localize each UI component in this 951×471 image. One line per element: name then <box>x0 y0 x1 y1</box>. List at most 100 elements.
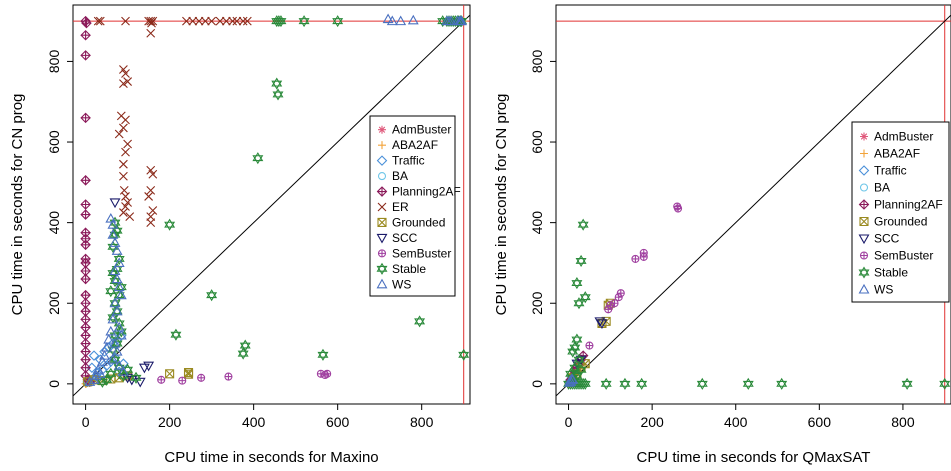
data-point <box>569 361 581 374</box>
legend-label-admbuster: AdmBuster <box>392 123 451 137</box>
data-point <box>275 15 287 28</box>
legend-marker-traffic <box>376 155 388 166</box>
y-tick-label: 600 <box>529 130 545 154</box>
data-point <box>228 16 238 26</box>
data-point <box>123 198 133 207</box>
chart-panel-1: 0 200 400 600 800 0 200 400 600 800 CPU time in se… <box>9 4 471 466</box>
legend-marker-scc <box>376 233 388 244</box>
data-point <box>109 198 121 209</box>
series-ws <box>84 13 468 386</box>
data-point <box>121 16 130 26</box>
legend-label-planning2af: Planning2AF <box>392 185 461 199</box>
legend-label-admbuster: AdmBuster <box>874 130 933 144</box>
data-point <box>88 350 100 361</box>
plot-frame <box>72 4 471 405</box>
data-point <box>207 16 217 26</box>
legend-label-ba: BA <box>874 181 890 195</box>
data-point <box>101 341 113 352</box>
data-point <box>109 265 121 276</box>
data-point <box>111 245 123 255</box>
legend-marker-admbuster <box>860 132 868 141</box>
data-point <box>901 377 913 390</box>
data-point <box>386 15 398 26</box>
data-point <box>232 16 242 26</box>
legend-label-stable: Stable <box>874 266 908 280</box>
data-point <box>80 209 91 220</box>
data-point <box>182 16 191 26</box>
data-point <box>143 361 155 372</box>
data-point <box>237 347 249 360</box>
data-point <box>600 377 612 390</box>
y-tick-label: 600 <box>46 130 62 154</box>
data-point <box>579 377 591 390</box>
series-sembuster <box>585 202 683 350</box>
legend-label-aba2af: ABA2AF <box>874 147 920 161</box>
y-tick-label: 200 <box>529 291 545 315</box>
x-tick-label: 600 <box>808 414 832 430</box>
data-point <box>395 15 407 26</box>
x-tick-label: 0 <box>565 414 573 430</box>
data-point <box>101 373 113 386</box>
legend-label-planning2af: Planning2AF <box>874 198 943 212</box>
y-tick-label: 400 <box>46 211 62 235</box>
y-axis-label: CPU time in seconds for CN prog <box>9 94 26 316</box>
data-point <box>119 65 128 74</box>
y-tick-label: 200 <box>46 291 62 315</box>
x-tick-label: 400 <box>242 414 266 430</box>
series-er <box>93 16 252 228</box>
data-point <box>93 16 103 26</box>
data-point <box>121 147 130 157</box>
data-point <box>332 15 344 28</box>
data-point <box>113 360 125 370</box>
legend-label-ws: WS <box>392 277 411 291</box>
legend-marker-admbuster <box>378 125 386 134</box>
legend-marker-sembuster <box>859 251 869 260</box>
data-point <box>317 348 329 361</box>
data-point <box>80 175 91 186</box>
data-point <box>146 186 156 195</box>
data-point <box>619 377 631 390</box>
x-tick-label: 400 <box>724 414 748 430</box>
legend-marker-planning2af <box>858 199 870 210</box>
data-point <box>252 152 264 165</box>
data-point <box>606 301 615 310</box>
chart-panel-2: 0 200 400 600 800 0 200 400 600 800 CPU time in se… <box>493 4 951 466</box>
data-point <box>215 16 225 26</box>
data-point <box>610 299 619 308</box>
data-point <box>105 285 117 298</box>
x-axis-label: CPU time in seconds for Maxino <box>164 449 378 466</box>
legend-marker-aba2af <box>378 141 386 150</box>
data-point <box>125 212 135 221</box>
data-point <box>573 353 585 366</box>
data-point <box>105 367 117 380</box>
data-point <box>696 377 708 390</box>
data-point <box>567 374 579 384</box>
legend-marker-er <box>377 202 387 212</box>
diagonal-line <box>72 14 471 397</box>
data-point <box>114 129 124 139</box>
x-tick-label: 200 <box>640 414 664 430</box>
legend-label-sembuster: SemBuster <box>392 246 451 260</box>
data-point <box>239 339 251 352</box>
legend: AdmBuster ABA2AF Traffic BA Planning2AF Groun… <box>851 121 950 303</box>
legend-label-traffic: Traffic <box>392 154 425 168</box>
data-point <box>144 192 154 201</box>
y-axis-label: CPU time in seconds for CN prog <box>493 94 510 316</box>
data-point <box>674 204 683 213</box>
data-point <box>382 13 394 24</box>
y-tick-label: 400 <box>529 211 545 235</box>
data-point <box>113 281 125 292</box>
data-point <box>178 376 187 385</box>
data-point <box>170 328 182 341</box>
data-point <box>939 377 951 390</box>
data-point <box>109 353 121 366</box>
data-point <box>117 369 129 382</box>
data-point <box>456 15 468 26</box>
data-point <box>571 333 583 346</box>
data-point <box>148 206 158 215</box>
data-point <box>115 281 127 294</box>
data-point <box>113 252 125 265</box>
data-point <box>96 356 108 366</box>
legend-label-ba: BA <box>392 169 408 183</box>
